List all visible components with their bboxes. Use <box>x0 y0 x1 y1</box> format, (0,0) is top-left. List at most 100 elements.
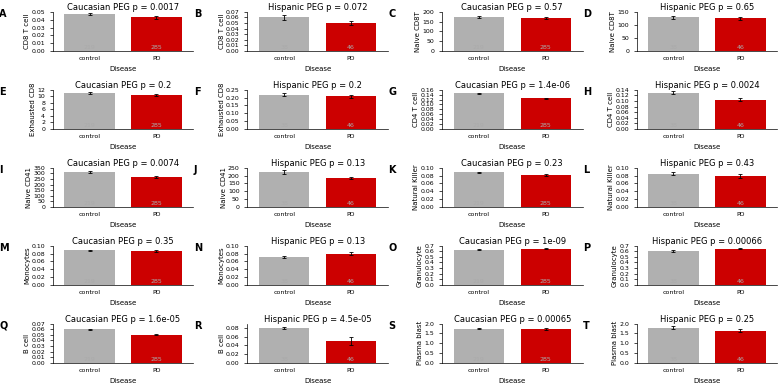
Y-axis label: Monocytes: Monocytes <box>24 247 30 284</box>
Bar <box>326 178 376 207</box>
Text: 219: 219 <box>83 201 95 206</box>
Bar <box>454 94 504 129</box>
Text: J: J <box>194 164 197 175</box>
Y-axis label: Exhausted CD8: Exhausted CD8 <box>30 83 36 136</box>
Bar <box>715 176 765 207</box>
Title: Caucasian PEG p = 1.6e-05: Caucasian PEG p = 1.6e-05 <box>66 315 180 324</box>
Bar <box>521 18 571 51</box>
Bar <box>131 177 182 207</box>
X-axis label: Disease: Disease <box>693 378 721 384</box>
X-axis label: Disease: Disease <box>693 222 721 228</box>
X-axis label: Disease: Disease <box>109 67 136 72</box>
Bar <box>521 98 571 129</box>
Text: 219: 219 <box>83 279 95 284</box>
Text: 219: 219 <box>83 357 95 361</box>
Text: 285: 285 <box>151 357 162 361</box>
Text: 46: 46 <box>736 201 744 206</box>
Title: Hispanic PEG p = 0.25: Hispanic PEG p = 0.25 <box>660 315 754 324</box>
Title: Caucasian PEG p = 1e-09: Caucasian PEG p = 1e-09 <box>459 236 566 246</box>
X-axis label: Disease: Disease <box>693 67 721 72</box>
Text: 38: 38 <box>669 279 677 284</box>
X-axis label: Disease: Disease <box>693 144 721 151</box>
Bar <box>131 17 182 51</box>
Text: D: D <box>583 9 591 19</box>
Bar <box>326 253 376 285</box>
Text: 38: 38 <box>280 123 288 128</box>
Bar <box>648 17 699 51</box>
Text: 38: 38 <box>280 279 288 284</box>
Text: 285: 285 <box>151 123 162 128</box>
Text: 46: 46 <box>347 279 355 284</box>
Text: 38: 38 <box>669 201 677 206</box>
Text: 285: 285 <box>151 201 162 206</box>
X-axis label: Disease: Disease <box>304 300 331 306</box>
X-axis label: Disease: Disease <box>693 300 721 306</box>
Bar <box>521 248 571 285</box>
Text: L: L <box>583 164 590 175</box>
X-axis label: Disease: Disease <box>109 378 136 384</box>
X-axis label: Disease: Disease <box>498 67 526 72</box>
Text: T: T <box>583 320 590 330</box>
Text: 285: 285 <box>540 201 551 206</box>
Text: Q: Q <box>0 320 8 330</box>
Bar <box>326 96 376 129</box>
Bar <box>326 341 376 363</box>
Bar <box>715 248 765 285</box>
Y-axis label: Monocytes: Monocytes <box>218 247 225 284</box>
Text: 219: 219 <box>473 123 484 128</box>
Text: 285: 285 <box>540 279 551 284</box>
Title: Hispanic PEG p = 4.5e-05: Hispanic PEG p = 4.5e-05 <box>264 315 371 324</box>
X-axis label: Disease: Disease <box>304 378 331 384</box>
Y-axis label: Natural Killer: Natural Killer <box>608 164 614 210</box>
Title: Hispanic PEG p = 0.072: Hispanic PEG p = 0.072 <box>268 3 367 12</box>
Y-axis label: Naive CD41: Naive CD41 <box>221 167 226 208</box>
Bar <box>454 173 504 207</box>
Text: 285: 285 <box>540 123 551 128</box>
Title: Hispanic PEG p = 0.13: Hispanic PEG p = 0.13 <box>271 159 365 168</box>
Y-axis label: Naive CD8T: Naive CD8T <box>415 11 421 52</box>
Bar <box>65 14 115 51</box>
Bar <box>131 95 182 129</box>
Text: 38: 38 <box>280 201 288 206</box>
Bar <box>454 17 504 51</box>
Y-axis label: Granulocyte: Granulocyte <box>612 244 618 287</box>
Text: 38: 38 <box>669 45 677 50</box>
Y-axis label: Exhausted CD8: Exhausted CD8 <box>218 83 225 136</box>
X-axis label: Disease: Disease <box>498 378 526 384</box>
Bar <box>715 330 765 363</box>
Text: F: F <box>194 87 200 97</box>
Bar <box>259 328 310 363</box>
Bar <box>131 251 182 285</box>
Title: Hispanic PEG p = 0.0024: Hispanic PEG p = 0.0024 <box>654 81 759 90</box>
X-axis label: Disease: Disease <box>304 222 331 228</box>
Text: 46: 46 <box>736 123 744 128</box>
Text: 285: 285 <box>540 45 551 50</box>
Y-axis label: CD8 T cell: CD8 T cell <box>218 14 225 49</box>
Y-axis label: CD8 T cell: CD8 T cell <box>24 14 30 49</box>
Bar <box>65 250 115 285</box>
Y-axis label: CD4 T cell: CD4 T cell <box>608 92 614 127</box>
X-axis label: Disease: Disease <box>304 67 331 72</box>
Bar <box>65 172 115 207</box>
Text: C: C <box>388 9 396 19</box>
Text: B: B <box>194 9 201 19</box>
Text: I: I <box>0 164 3 175</box>
Text: M: M <box>0 243 9 253</box>
Text: 219: 219 <box>473 201 484 206</box>
Text: 219: 219 <box>83 123 95 128</box>
Bar <box>259 17 310 51</box>
Title: Caucasian PEG p = 0.00065: Caucasian PEG p = 0.00065 <box>454 315 571 324</box>
Bar <box>648 174 699 207</box>
X-axis label: Disease: Disease <box>498 300 526 306</box>
Y-axis label: CD4 T cell: CD4 T cell <box>413 92 419 127</box>
Text: 46: 46 <box>347 201 355 206</box>
Text: 219: 219 <box>473 357 484 361</box>
Title: Hispanic PEG p = 0.2: Hispanic PEG p = 0.2 <box>273 81 362 90</box>
Title: Hispanic PEG p = 0.13: Hispanic PEG p = 0.13 <box>271 236 365 246</box>
Title: Hispanic PEG p = 0.00066: Hispanic PEG p = 0.00066 <box>652 236 762 246</box>
Bar <box>454 329 504 363</box>
Bar <box>454 250 504 285</box>
Text: 46: 46 <box>736 45 744 50</box>
Text: P: P <box>583 243 590 253</box>
Text: 46: 46 <box>736 279 744 284</box>
